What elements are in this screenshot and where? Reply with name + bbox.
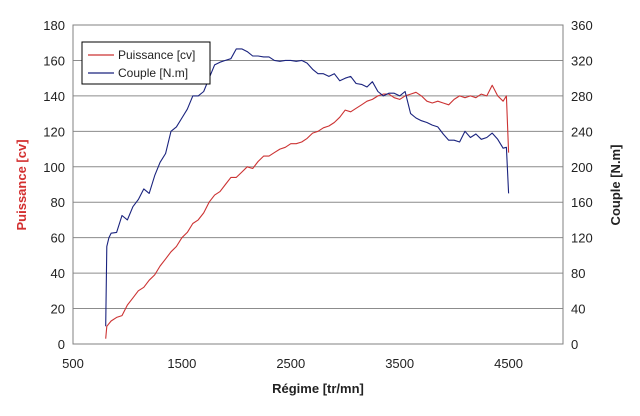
legend: Puissance [cv] Couple [N.m] [81, 41, 211, 85]
y-right-tick-label: 280 [571, 89, 593, 104]
legend-box [81, 41, 211, 85]
y-right-axis-title: Couple [N.m] [608, 145, 623, 226]
y-left-tick-label: 0 [58, 337, 65, 352]
y-left-tick-label: 140 [43, 89, 65, 104]
y-right-tick-label: 80 [571, 266, 585, 281]
y-right-tick-label: 160 [571, 195, 593, 210]
y-right-tick-label: 360 [571, 18, 593, 33]
y-right-tick-label: 40 [571, 302, 585, 317]
y-left-tick-label: 180 [43, 18, 65, 33]
y-right-tick-labels: 0 40 80 120 160 200 240 280 320 360 [571, 18, 593, 352]
series-line-couple [105, 48, 510, 327]
legend-label-puissance: Puissance [cv] [118, 48, 195, 62]
y-left-tick-label: 80 [51, 195, 65, 210]
x-tick-label: 500 [62, 356, 84, 371]
y-left-tick-label: 100 [43, 160, 65, 175]
y-right-tick-label: 120 [571, 231, 593, 246]
x-tick-label: 1500 [167, 356, 196, 371]
y-left-axis-title: Puissance [cv] [14, 139, 29, 230]
y-left-tick-label: 120 [43, 124, 65, 139]
y-left-tick-label: 20 [51, 302, 65, 317]
x-tick-label: 2500 [276, 356, 305, 371]
y-left-tick-label: 40 [51, 266, 65, 281]
series-lines [105, 48, 510, 339]
y-right-tick-label: 0 [571, 337, 578, 352]
legend-label-couple: Couple [N.m] [118, 66, 188, 80]
y-left-tick-label: 160 [43, 53, 65, 68]
x-tick-labels: 500 1500 2500 3500 4500 [62, 356, 523, 371]
x-axis-title: Régime [tr/mn] [272, 381, 364, 396]
y-left-tick-labels: 0 20 40 60 80 100 120 140 160 180 [43, 18, 65, 352]
plot-frame [72, 24, 564, 345]
series-line-puissance [105, 84, 510, 339]
x-tick-label: 4500 [494, 356, 523, 371]
y-right-tick-label: 320 [571, 53, 593, 68]
y-right-tick-label: 200 [571, 160, 593, 175]
x-tick-label: 3500 [385, 356, 414, 371]
y-left-tick-label: 60 [51, 231, 65, 246]
y-right-tick-label: 240 [571, 124, 593, 139]
